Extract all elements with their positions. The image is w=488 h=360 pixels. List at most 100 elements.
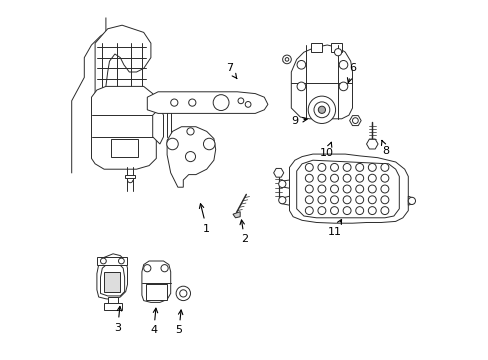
Polygon shape bbox=[147, 92, 267, 113]
Circle shape bbox=[305, 185, 313, 193]
Text: 3: 3 bbox=[114, 306, 122, 333]
Circle shape bbox=[355, 185, 363, 193]
Text: 2: 2 bbox=[240, 220, 247, 244]
Circle shape bbox=[352, 118, 358, 123]
Polygon shape bbox=[95, 25, 151, 101]
Circle shape bbox=[161, 265, 168, 272]
Circle shape bbox=[317, 196, 325, 204]
Circle shape bbox=[278, 180, 285, 188]
Polygon shape bbox=[104, 303, 122, 310]
Circle shape bbox=[343, 163, 350, 171]
Text: 1: 1 bbox=[199, 204, 210, 234]
Circle shape bbox=[118, 258, 124, 264]
Circle shape bbox=[305, 196, 313, 204]
Circle shape bbox=[296, 60, 305, 69]
Polygon shape bbox=[97, 257, 127, 265]
Polygon shape bbox=[152, 108, 163, 144]
Circle shape bbox=[170, 99, 178, 106]
Circle shape bbox=[380, 196, 388, 204]
Polygon shape bbox=[177, 288, 189, 299]
Circle shape bbox=[285, 58, 288, 61]
Circle shape bbox=[339, 60, 347, 69]
Polygon shape bbox=[91, 86, 156, 169]
Circle shape bbox=[188, 99, 196, 106]
Circle shape bbox=[380, 163, 388, 171]
Circle shape bbox=[380, 174, 388, 182]
Text: 8: 8 bbox=[381, 140, 389, 156]
Polygon shape bbox=[101, 264, 124, 296]
Polygon shape bbox=[330, 43, 341, 52]
Circle shape bbox=[296, 82, 305, 91]
Circle shape bbox=[213, 95, 228, 111]
Circle shape bbox=[317, 163, 325, 171]
Circle shape bbox=[367, 174, 375, 182]
Polygon shape bbox=[366, 139, 377, 149]
Polygon shape bbox=[280, 196, 289, 205]
Circle shape bbox=[282, 55, 291, 64]
Circle shape bbox=[313, 102, 329, 118]
Circle shape bbox=[343, 185, 350, 193]
Circle shape bbox=[343, 196, 350, 204]
Circle shape bbox=[186, 128, 194, 135]
Text: 4: 4 bbox=[150, 308, 158, 336]
Polygon shape bbox=[349, 116, 361, 126]
Circle shape bbox=[367, 163, 375, 171]
Circle shape bbox=[278, 197, 285, 204]
Text: 10: 10 bbox=[320, 142, 334, 158]
Text: 6: 6 bbox=[346, 63, 355, 82]
Circle shape bbox=[176, 286, 190, 301]
Text: 9: 9 bbox=[291, 116, 306, 126]
Circle shape bbox=[380, 207, 388, 215]
Circle shape bbox=[339, 82, 347, 91]
Polygon shape bbox=[142, 261, 170, 302]
Polygon shape bbox=[296, 160, 399, 218]
Polygon shape bbox=[232, 212, 240, 218]
Polygon shape bbox=[111, 139, 138, 157]
Circle shape bbox=[307, 96, 335, 123]
Polygon shape bbox=[280, 180, 289, 188]
Circle shape bbox=[143, 265, 151, 272]
Polygon shape bbox=[407, 196, 413, 205]
Circle shape bbox=[355, 196, 363, 204]
Circle shape bbox=[203, 138, 215, 150]
Circle shape bbox=[317, 174, 325, 182]
Circle shape bbox=[334, 49, 341, 56]
Circle shape bbox=[367, 196, 375, 204]
Circle shape bbox=[238, 98, 244, 104]
Circle shape bbox=[185, 152, 195, 162]
Circle shape bbox=[343, 207, 350, 215]
Circle shape bbox=[367, 207, 375, 215]
Circle shape bbox=[330, 163, 338, 171]
Circle shape bbox=[330, 196, 338, 204]
Circle shape bbox=[367, 185, 375, 193]
Circle shape bbox=[101, 258, 106, 264]
Circle shape bbox=[244, 102, 250, 107]
Circle shape bbox=[407, 197, 415, 204]
Polygon shape bbox=[310, 43, 321, 52]
Circle shape bbox=[355, 207, 363, 215]
Circle shape bbox=[318, 106, 325, 113]
Circle shape bbox=[305, 207, 313, 215]
Circle shape bbox=[330, 207, 338, 215]
Polygon shape bbox=[289, 154, 407, 223]
Circle shape bbox=[330, 185, 338, 193]
Circle shape bbox=[317, 185, 325, 193]
Polygon shape bbox=[273, 168, 283, 177]
Circle shape bbox=[380, 185, 388, 193]
Circle shape bbox=[355, 163, 363, 171]
Circle shape bbox=[355, 174, 363, 182]
Text: 11: 11 bbox=[327, 220, 341, 237]
Circle shape bbox=[305, 174, 313, 182]
Polygon shape bbox=[291, 45, 352, 119]
Circle shape bbox=[343, 174, 350, 182]
Polygon shape bbox=[125, 175, 135, 178]
Text: 5: 5 bbox=[175, 310, 183, 336]
Circle shape bbox=[166, 138, 178, 150]
Circle shape bbox=[330, 174, 338, 182]
Circle shape bbox=[317, 207, 325, 215]
Polygon shape bbox=[167, 127, 215, 187]
Polygon shape bbox=[104, 272, 120, 292]
Text: 7: 7 bbox=[225, 63, 236, 78]
Circle shape bbox=[179, 290, 186, 297]
Circle shape bbox=[305, 163, 313, 171]
